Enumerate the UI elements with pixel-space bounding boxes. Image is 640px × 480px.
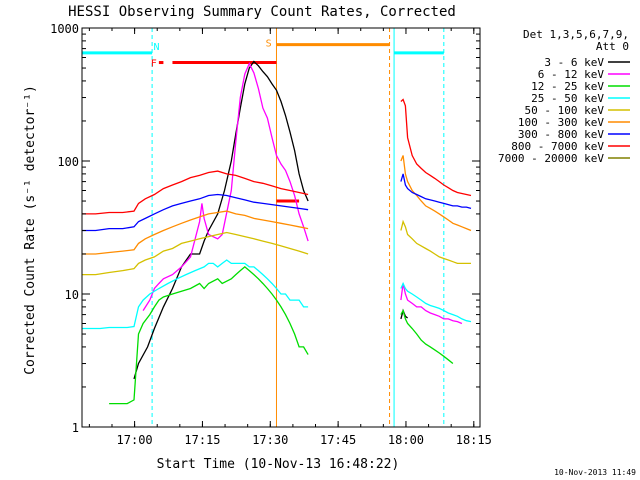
x-axis-label: Start Time (10-Nov-13 16:48:22) [157,457,400,472]
series-3-segment-0 [82,259,309,330]
series-4-segment-1 [400,219,471,265]
axis-ticks: 17:00 17:15 17:30 17:45 18:00 18:15 1 10 100 1000 [50,22,492,447]
legend-label-7: 800 - 7000 keV [511,140,604,153]
annotation-n: N [153,42,159,53]
series-3-segment-1 [400,281,472,323]
x-tick-label-1: 17:15 [184,433,220,447]
series-1-segment-0 [142,62,309,311]
series-2-segment-0 [109,266,309,405]
series-5-segment-0 [82,210,309,255]
series-1-segment-1 [400,283,463,325]
legend-label-8: 7000 - 20000 keV [498,152,604,165]
plot-frame [81,27,481,428]
legend-header-line-2: Att 0 [596,40,629,53]
annotation-f: F [151,59,157,70]
timestamp: 10-Nov-2013 11:49 [554,468,636,477]
y-tick-label-1: 10 [65,288,79,302]
legend-label-4: 50 - 100 keV [525,104,605,117]
data-layer: NF S [82,28,472,427]
series-6-segment-0 [82,193,309,232]
legend-header-line-1: Det 1,3,5,6,7,9, [523,28,629,41]
x-tick-label-3: 17:45 [320,433,356,447]
y-tick-label-3: 1000 [50,22,79,36]
series-2-segment-1 [400,308,454,365]
series-0-segment-0 [133,60,309,380]
legend-label-5: 100 - 300 keV [518,116,604,129]
y-axis-label: Corrected Count Rate (s⁻¹ detector⁻¹) [23,85,38,375]
series-6-segment-1 [400,173,472,210]
legend-label-1: 6 - 12 keV [538,68,605,81]
y-tick-label-2: 100 [57,155,79,169]
x-tick-label-5: 18:15 [456,433,492,447]
chart-title: HESSI Observing Summary Count Rates, Cor… [68,4,456,20]
series-7-segment-1 [400,98,472,197]
series-7-segment-0 [82,170,309,215]
legend-label-3: 25 - 50 keV [531,92,604,105]
legend-label-6: 300 - 800 keV [518,128,604,141]
legend-label-2: 12 - 25 keV [531,80,604,93]
legend-label-0: 3 - 6 keV [544,56,604,69]
x-tick-label-0: 17:00 [117,433,153,447]
x-tick-label-4: 18:00 [388,433,424,447]
y-tick-label-0: 1 [72,421,79,435]
series-5-segment-1 [400,155,472,232]
series-4-segment-0 [82,231,309,276]
x-tick-label-2: 17:30 [252,433,288,447]
annotation-s: S [266,39,272,50]
